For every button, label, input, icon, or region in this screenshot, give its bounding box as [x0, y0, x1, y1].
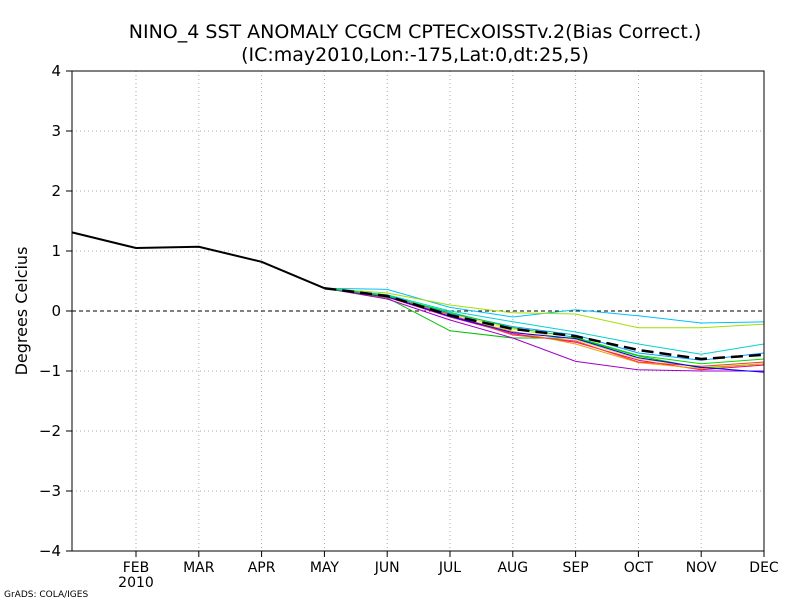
- plot-frame: [71, 70, 765, 552]
- axis-ticks: [66, 70, 765, 557]
- y-tick-label: 3: [51, 122, 61, 140]
- axis-labels: −4 −3 −2 −1 0 1 2 3 4 FEB MAR APR MAY JUN JUL AUG SEP OCT…: [39, 62, 779, 576]
- x-year-label: 2010: [118, 575, 154, 591]
- x-tick-label: APR: [248, 560, 276, 576]
- grads-footer: GrADS: COLA/IGES: [4, 590, 88, 600]
- y-tick-label: −4: [39, 542, 61, 560]
- x-tick-label: NOV: [686, 560, 717, 576]
- member-3-line: [324, 287, 765, 355]
- y-tick-label: 0: [51, 302, 61, 320]
- x-tick-label: SEP: [563, 560, 589, 576]
- member-5-line: [324, 287, 764, 372]
- x-tick-label: OCT: [624, 560, 654, 576]
- y-axis-label: Degrees Celcius: [12, 247, 31, 376]
- x-tick-label: FEB: [123, 560, 150, 576]
- y-tick-label: −3: [39, 482, 61, 500]
- x-tick-label: MAY: [310, 560, 340, 576]
- member-2-line: [324, 287, 765, 329]
- x-tick-label: JUL: [438, 560, 461, 576]
- y-tick-label: −2: [39, 422, 61, 440]
- observed-line: [71, 231, 325, 290]
- x-tick-label: MAR: [183, 560, 215, 576]
- grid-lines: [72, 71, 764, 551]
- chart-subtitle: (IC:may2010,Lon:-175,Lat:0,dt:25,5): [241, 44, 589, 66]
- x-tick-label: DEC: [749, 560, 779, 576]
- x-tick-label: JUN: [374, 560, 400, 576]
- chart-title: NINO_4 SST ANOMALY CGCM CPTECxOISSTv.2(B…: [129, 21, 701, 43]
- x-tick-label: AUG: [497, 560, 528, 576]
- y-tick-label: 4: [51, 62, 61, 80]
- series-lines: [71, 231, 765, 373]
- y-tick-label: 1: [51, 242, 61, 260]
- y-tick-label: −1: [39, 362, 61, 380]
- y-tick-label: 2: [51, 182, 61, 200]
- ensemble-mean-line: [324, 286, 765, 361]
